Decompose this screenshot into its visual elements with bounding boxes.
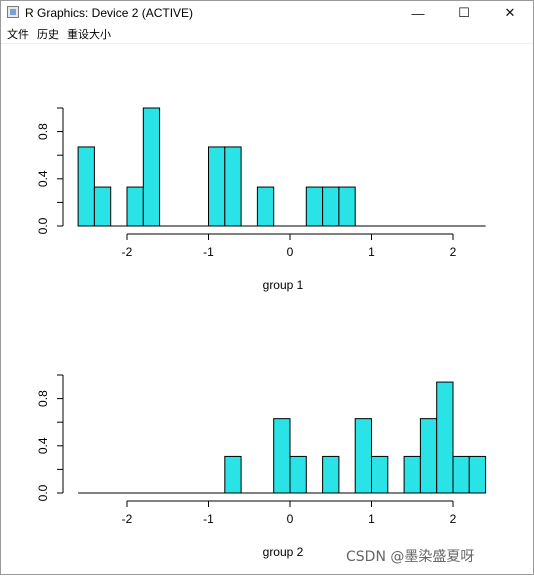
watermark-text: CSDN @墨染盛夏呀	[346, 549, 475, 565]
histogram-bar	[256, 186, 275, 227]
histogram-plots: -2 -1 0 1 2 0.0 0.4 0.8 group 1 -2 -1 0 1 2 0.0 0.4 0.8 g…	[36, 107, 487, 559]
x-tick-label: -2	[122, 245, 133, 259]
histogram-bar	[403, 455, 421, 494]
x-tick-label: 2	[450, 245, 457, 259]
x-axis-label: group 2	[263, 545, 304, 559]
y-tick-label: 0.8	[36, 390, 50, 407]
y-tick-label: 0.4	[36, 437, 50, 454]
histogram-bar	[224, 146, 242, 227]
y-tick-label: 0.4	[36, 170, 50, 187]
window-title: R Graphics: Device 2 (ACTIVE)	[25, 6, 194, 20]
x-tick-label: 0	[287, 245, 294, 259]
menu-file[interactable]: 文件	[7, 28, 29, 41]
y-tick-label: 0.0	[36, 484, 50, 501]
x-tick-label: 1	[368, 245, 375, 259]
x-tick-label: 1	[368, 512, 375, 526]
y-tick-label: 0.0	[36, 217, 50, 234]
histogram-bar	[338, 186, 356, 227]
maximize-button[interactable]: ☐	[458, 5, 470, 20]
histogram-bar	[273, 418, 291, 494]
histogram-bar	[322, 455, 340, 494]
histogram-bar	[224, 455, 242, 494]
r-graphics-app-icon	[7, 6, 19, 18]
x-tick-label: -1	[203, 512, 214, 526]
histogram-bar	[322, 186, 340, 227]
close-button[interactable]: ✕	[504, 5, 516, 20]
histogram-bar	[371, 455, 389, 494]
x-tick-label: -1	[203, 245, 214, 259]
histogram-bar	[354, 418, 373, 494]
histogram-bar	[468, 455, 487, 494]
histogram-bar	[126, 186, 144, 227]
x-tick-label: 2	[450, 512, 457, 526]
title-bar[interactable]: R Graphics: Device 2 (ACTIVE) — ☐ ✕	[1, 1, 533, 25]
menu-history[interactable]: 历史	[37, 28, 59, 41]
histogram-bar	[77, 146, 95, 227]
histogram-bar	[305, 186, 324, 227]
histogram-bar	[93, 186, 112, 227]
x-tick-label: 0	[287, 512, 294, 526]
plot-area: -2 -1 0 1 2 0.0 0.4 0.8 group 1 -2 -1 0 1 2 0.0 0.4 0.8 g…	[1, 43, 533, 574]
histogram-bar	[452, 455, 470, 494]
menu-resize[interactable]: 重设大小	[67, 28, 111, 41]
x-tick-label: -2	[122, 512, 133, 526]
y-tick-label: 0.8	[36, 123, 50, 140]
x-axis-label: group 1	[263, 278, 304, 292]
histogram-bar	[419, 418, 438, 494]
menu-bar: 文件 历史 重设大小	[1, 25, 533, 44]
histogram-bar	[436, 381, 454, 494]
histogram-bar	[142, 107, 161, 227]
histogram-bar	[289, 455, 307, 494]
minimize-button[interactable]: —	[411, 5, 425, 21]
histogram-bar	[208, 146, 226, 227]
